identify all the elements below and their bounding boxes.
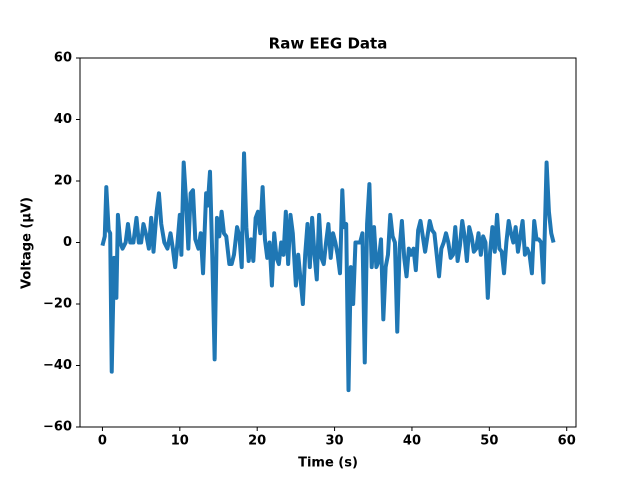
x-tick-label: 0 — [98, 434, 107, 449]
x-tick-label: 10 — [171, 434, 189, 449]
y-tick-label: −20 — [43, 297, 72, 312]
y-axis-label: Voltage (µV) — [20, 197, 35, 289]
x-axis-label: Time (s) — [298, 456, 358, 471]
y-tick-label: 0 — [63, 235, 72, 250]
y-tick-label: 20 — [54, 174, 72, 189]
y-tick-label: −40 — [43, 358, 72, 373]
x-tick-label: 20 — [248, 434, 266, 449]
y-tick-label: 40 — [54, 112, 72, 127]
x-tick-label: 30 — [326, 434, 344, 449]
line-series — [100, 151, 556, 393]
y-tick-label: −60 — [43, 420, 72, 435]
chart-title: Raw EEG Data — [269, 35, 388, 53]
x-tick-label: 60 — [558, 434, 576, 449]
x-tick-label: 50 — [480, 434, 498, 449]
x-tick-label: 40 — [403, 434, 421, 449]
y-tick-label: 60 — [54, 51, 72, 66]
